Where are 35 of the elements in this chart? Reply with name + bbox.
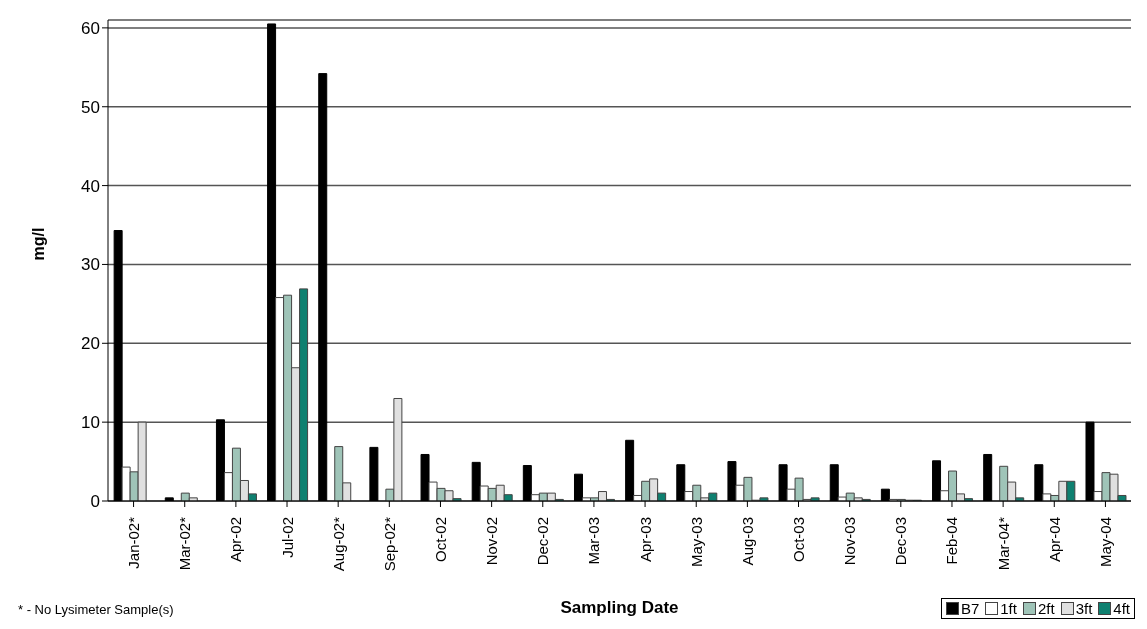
y-tick-label: 10 xyxy=(81,413,100,433)
x-tick-label: Mar-04* xyxy=(994,516,1012,571)
x-tick-label: Apr-02 xyxy=(227,517,245,563)
x-tick-label: Aug-02* xyxy=(329,516,347,572)
x-tick-label: Oct-02 xyxy=(431,517,449,563)
x-tick-label: Mar-03 xyxy=(585,517,603,565)
x-tick-label: Oct-03 xyxy=(790,517,808,563)
x-tick-label: Dec-02 xyxy=(534,517,552,566)
text: * - No Lysimeter Sample(s) xyxy=(18,602,174,617)
x-tick-label: May-03 xyxy=(687,517,705,568)
legend-label: B7 xyxy=(959,600,980,617)
y-tick-label: 30 xyxy=(81,255,100,275)
x-tick-label: Aug-03 xyxy=(738,517,756,566)
x-tick-label: Jan-02* xyxy=(125,516,143,569)
x-tick-label: Apr-04 xyxy=(1045,517,1063,563)
y-tick-label: 60 xyxy=(81,18,100,38)
x-tick-label: Feb-04 xyxy=(943,517,961,565)
x-tick-label: Mar-02* xyxy=(176,516,194,571)
legend-label: 1ft xyxy=(999,600,1017,617)
x-tick-label: May-04 xyxy=(1096,517,1114,568)
x-tick-label: Jul-02 xyxy=(278,517,296,558)
y-axis-title: mg/l xyxy=(29,227,47,261)
x-axis-title: Sampling Date xyxy=(560,598,679,617)
y-tick-label: 20 xyxy=(81,334,100,354)
x-tick-label: Nov-02 xyxy=(483,517,501,566)
x-tick-label: Sep-02* xyxy=(380,516,398,572)
legend-label: 2ft xyxy=(1036,600,1055,617)
x-tick-label: Apr-03 xyxy=(636,517,654,563)
y-tick-label: 0 xyxy=(90,492,100,512)
y-tick-label: 50 xyxy=(81,97,100,117)
legend-label: 4ft xyxy=(1112,600,1130,617)
legend-label: 3ft xyxy=(1074,600,1093,617)
x-tick-label: Dec-03 xyxy=(892,517,910,566)
x-tick-label: Nov-03 xyxy=(841,517,859,566)
y-tick-label: 40 xyxy=(81,176,100,196)
